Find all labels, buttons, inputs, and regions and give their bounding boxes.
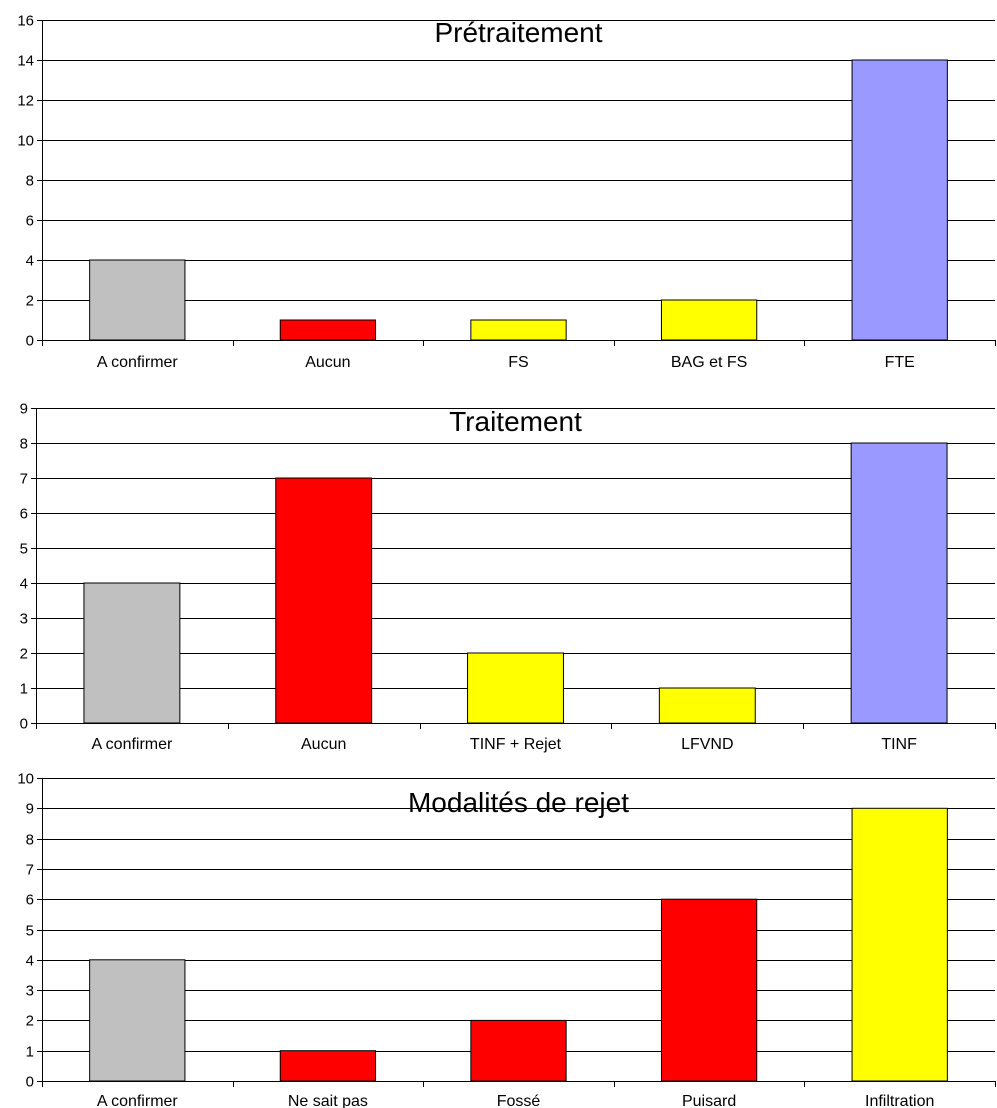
y-tick-label: 8 <box>20 436 28 453</box>
y-tick-label: 6 <box>26 892 34 909</box>
bar-a-confirmer <box>89 259 186 341</box>
category-label: LFVND <box>681 736 733 753</box>
bar-tinf <box>850 442 948 724</box>
chart-title: Traitement <box>449 406 582 437</box>
y-tick-label: 5 <box>26 923 34 940</box>
category-label: Infiltration <box>865 1093 934 1108</box>
chart-modalites-de-rejet: 0 1 2 3 4 5 6 7 8 9 10 A confirmer Ne sait pas Fossé P… <box>17 771 996 1108</box>
y-tick-label: 14 <box>17 53 34 70</box>
chart-title: Modalités de rejet <box>408 787 629 818</box>
bar-tinf-rejet <box>467 652 564 724</box>
y-tick-label: 7 <box>26 862 34 879</box>
category-label: TINF <box>881 736 917 753</box>
y-tick-label: 4 <box>26 253 34 270</box>
y-tick-label: 0 <box>26 333 34 350</box>
y-tick-label: 2 <box>26 293 34 310</box>
category-label: FTE <box>885 354 915 371</box>
bar-a-confirmer <box>89 959 186 1082</box>
y-tick-label: 8 <box>26 173 34 190</box>
y-tick-label: 4 <box>20 576 28 593</box>
chart-pretraitement: 0 2 4 6 8 10 12 14 16 A confirmer Aucun FS BAG et FS… <box>17 13 996 371</box>
bar-foss- <box>470 1019 567 1082</box>
category-label: FS <box>508 354 528 371</box>
bar-bag-et-fs <box>660 299 758 341</box>
y-tick-label: 16 <box>17 13 34 30</box>
bar-a-confirmer <box>83 582 181 724</box>
y-tick-label: 8 <box>26 832 34 849</box>
category-label: Aucun <box>305 354 350 371</box>
y-tick-label: 9 <box>26 801 34 818</box>
bar-lfvnd <box>658 687 756 724</box>
category-label: Aucun <box>301 736 346 753</box>
category-label: Fossé <box>497 1093 541 1108</box>
category-label: A confirmer <box>97 354 179 371</box>
bar-puisard <box>660 898 758 1082</box>
chart-title: Prétraitement <box>434 17 602 48</box>
y-tick-label: 0 <box>26 1074 34 1091</box>
y-tick-label: 1 <box>26 1044 34 1061</box>
category-label: Puisard <box>682 1093 736 1108</box>
y-tick-label: 1 <box>20 681 28 698</box>
y-tick-label: 4 <box>26 953 34 970</box>
y-tick-label: 3 <box>26 983 34 1000</box>
y-tick-label: 2 <box>26 1013 34 1030</box>
category-label: A confirmer <box>91 736 173 753</box>
y-tick-label: 9 <box>20 401 28 418</box>
y-tick-label: 7 <box>20 471 28 488</box>
y-tick-label: 2 <box>20 646 28 663</box>
y-tick-label: 5 <box>20 541 28 558</box>
bar-aucun <box>279 319 377 341</box>
bar-ne-sait-pas <box>279 1050 377 1082</box>
category-label: BAG et FS <box>671 354 747 371</box>
category-label: Ne sait pas <box>288 1093 368 1108</box>
y-tick-label: 6 <box>20 506 28 523</box>
bar-fs <box>470 319 567 341</box>
y-tick-label: 12 <box>17 93 34 110</box>
y-tick-label: 10 <box>17 133 34 150</box>
category-label: TINF + Rejet <box>470 736 562 753</box>
bar-fte <box>851 59 948 341</box>
category-label: A confirmer <box>97 1093 179 1108</box>
bar-aucun <box>275 477 373 724</box>
y-tick-label: 3 <box>20 611 28 628</box>
y-tick-label: 6 <box>26 213 34 230</box>
bar-infiltration <box>851 807 948 1082</box>
chart-traitement: 0 1 2 3 4 5 6 7 8 9 A confirmer Aucun TINF + Rejet LF… <box>20 401 996 753</box>
y-tick-label: 0 <box>20 716 28 733</box>
y-tick-label: 10 <box>17 771 34 788</box>
